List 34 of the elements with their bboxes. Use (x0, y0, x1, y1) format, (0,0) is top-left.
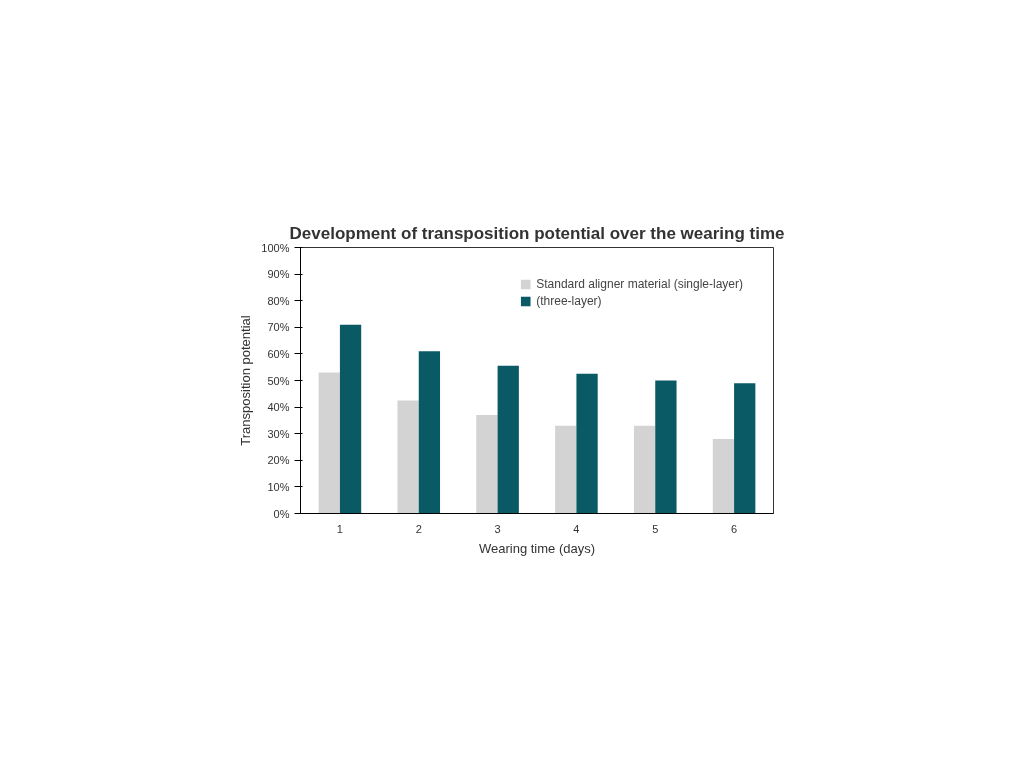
y-tick-label: 20% (267, 454, 290, 467)
bar (476, 415, 498, 514)
y-tick-label: 100% (261, 241, 290, 254)
y-tick-label: 60% (267, 347, 290, 360)
bar (339, 324, 362, 514)
x-axis-title: Wearing time (days) (478, 540, 596, 556)
x-tick-label: 3 (494, 522, 501, 535)
y-tick-label: 0% (273, 507, 290, 520)
y-tick-label: 40% (267, 401, 290, 414)
y-tick-label: 80% (267, 294, 290, 307)
bar (633, 425, 656, 514)
y-tick-label: 70% (267, 321, 290, 334)
x-tick-label: 4 (573, 522, 580, 535)
x-tick-label: 5 (652, 522, 659, 535)
legend-label: (three-layer) (536, 294, 602, 308)
y-axis-title: Transposition potential (238, 315, 254, 446)
bar (397, 400, 419, 514)
chart-title: Development of transposition potential over the wearing time (289, 223, 785, 243)
bar (576, 373, 598, 514)
bar (712, 439, 735, 514)
y-tick-label: 50% (267, 374, 290, 387)
bar (497, 365, 519, 514)
legend-label: Standard aligner material (single-layer) (536, 277, 743, 291)
bar (655, 380, 677, 514)
x-tick-label: 6 (731, 522, 738, 535)
bar (318, 372, 340, 514)
y-tick-label: 10% (267, 480, 290, 493)
bar (555, 425, 577, 514)
y-tick-label: 90% (267, 268, 290, 281)
x-tick-label: 1 (336, 522, 343, 535)
x-tick-label: 2 (415, 522, 422, 535)
bar (734, 383, 756, 514)
bar (418, 351, 441, 514)
y-tick-label: 30% (267, 427, 290, 440)
